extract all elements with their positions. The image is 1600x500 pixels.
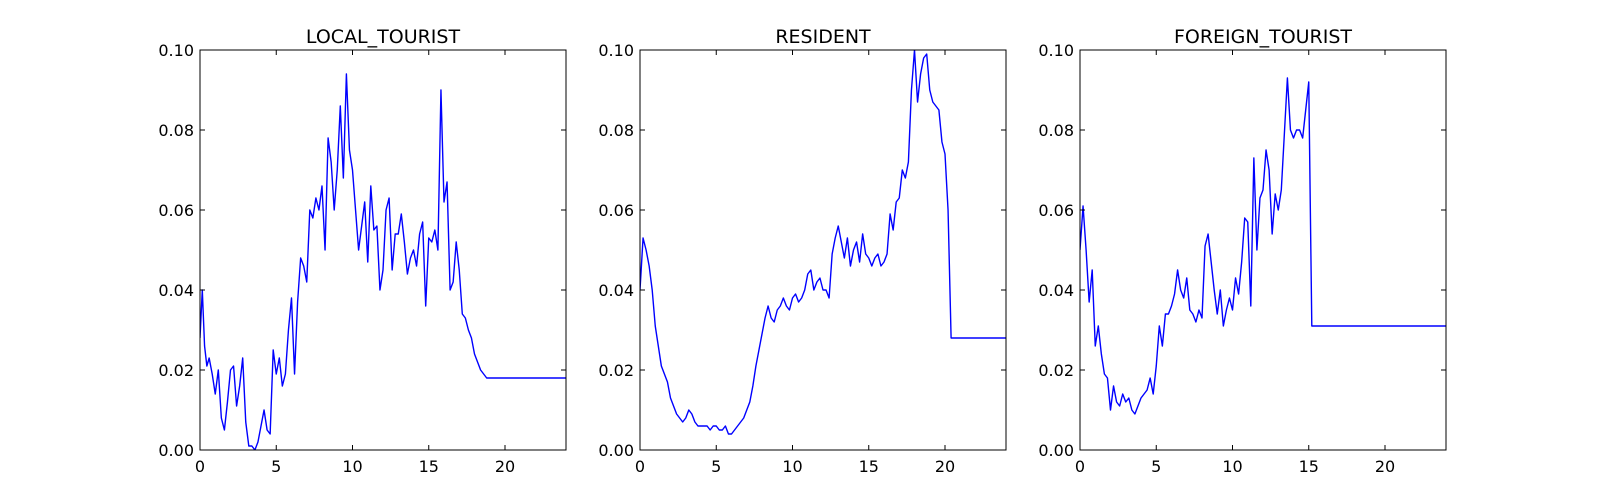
y-tick-label: 0.06 — [1038, 201, 1074, 220]
x-tick-label: 20 — [495, 457, 515, 476]
y-tick-label: 0.06 — [158, 201, 194, 220]
x-tick-label: 20 — [935, 457, 955, 476]
subplot-1: 0 5 10 15 20 0.00 0.02 0.04 0.06 0.08 0.10 RESIDENT — [598, 26, 1007, 476]
x-tick-label: 5 — [711, 457, 721, 476]
series-line — [200, 73, 566, 450]
x-tick-label: 10 — [1222, 457, 1242, 476]
y-tick-label: 0.10 — [598, 41, 634, 60]
x-tick-label: 0 — [195, 457, 205, 476]
y-tick-label: 0.08 — [598, 121, 634, 140]
y-tick-label: 0.10 — [158, 41, 194, 60]
y-tick-label: 0.04 — [598, 281, 634, 300]
x-tick-label: 10 — [342, 457, 362, 476]
y-tick-label: 0.06 — [598, 201, 634, 220]
plot-frame — [1079, 49, 1447, 451]
x-tick-label: 15 — [859, 457, 879, 476]
y-tick-label: 0.04 — [158, 281, 194, 300]
plot-frame — [199, 49, 567, 451]
x-tick-label: 0 — [635, 457, 645, 476]
y-tick-label: 0.00 — [598, 441, 634, 460]
y-tick-label: 0.00 — [1038, 441, 1074, 460]
y-tick-label: 0.00 — [158, 441, 194, 460]
series-line — [1080, 77, 1446, 415]
y-tick-label: 0.02 — [1038, 361, 1074, 380]
x-tick-label: 5 — [271, 457, 281, 476]
x-tick-label: 15 — [419, 457, 439, 476]
y-tick-label: 0.04 — [1038, 281, 1074, 300]
y-tick-label: 0.02 — [598, 361, 634, 380]
subplot-0: 0 5 10 15 20 0.00 0.02 0.04 0.06 0.08 0.10 LOCAL_TO… — [158, 26, 567, 476]
subplot-2: 0 5 10 15 20 0.00 0.02 0.04 0.06 0.08 0.10 FOREIGN_… — [1038, 26, 1447, 476]
plot-frame — [639, 49, 1007, 451]
x-tick-label: 5 — [1151, 457, 1161, 476]
subplot-title: FOREIGN_TOURIST — [1174, 26, 1352, 48]
x-tick-label: 10 — [782, 457, 802, 476]
y-tick-label: 0.08 — [1038, 121, 1074, 140]
y-tick-label: 0.08 — [158, 121, 194, 140]
x-tick-label: 0 — [1075, 457, 1085, 476]
x-tick-label: 20 — [1375, 457, 1395, 476]
y-tick-label: 0.10 — [1038, 41, 1074, 60]
subplot-title: LOCAL_TOURIST — [306, 26, 461, 48]
x-tick-label: 15 — [1299, 457, 1319, 476]
subplot-title: RESIDENT — [775, 26, 871, 48]
y-tick-label: 0.02 — [158, 361, 194, 380]
series-line — [640, 50, 1006, 435]
